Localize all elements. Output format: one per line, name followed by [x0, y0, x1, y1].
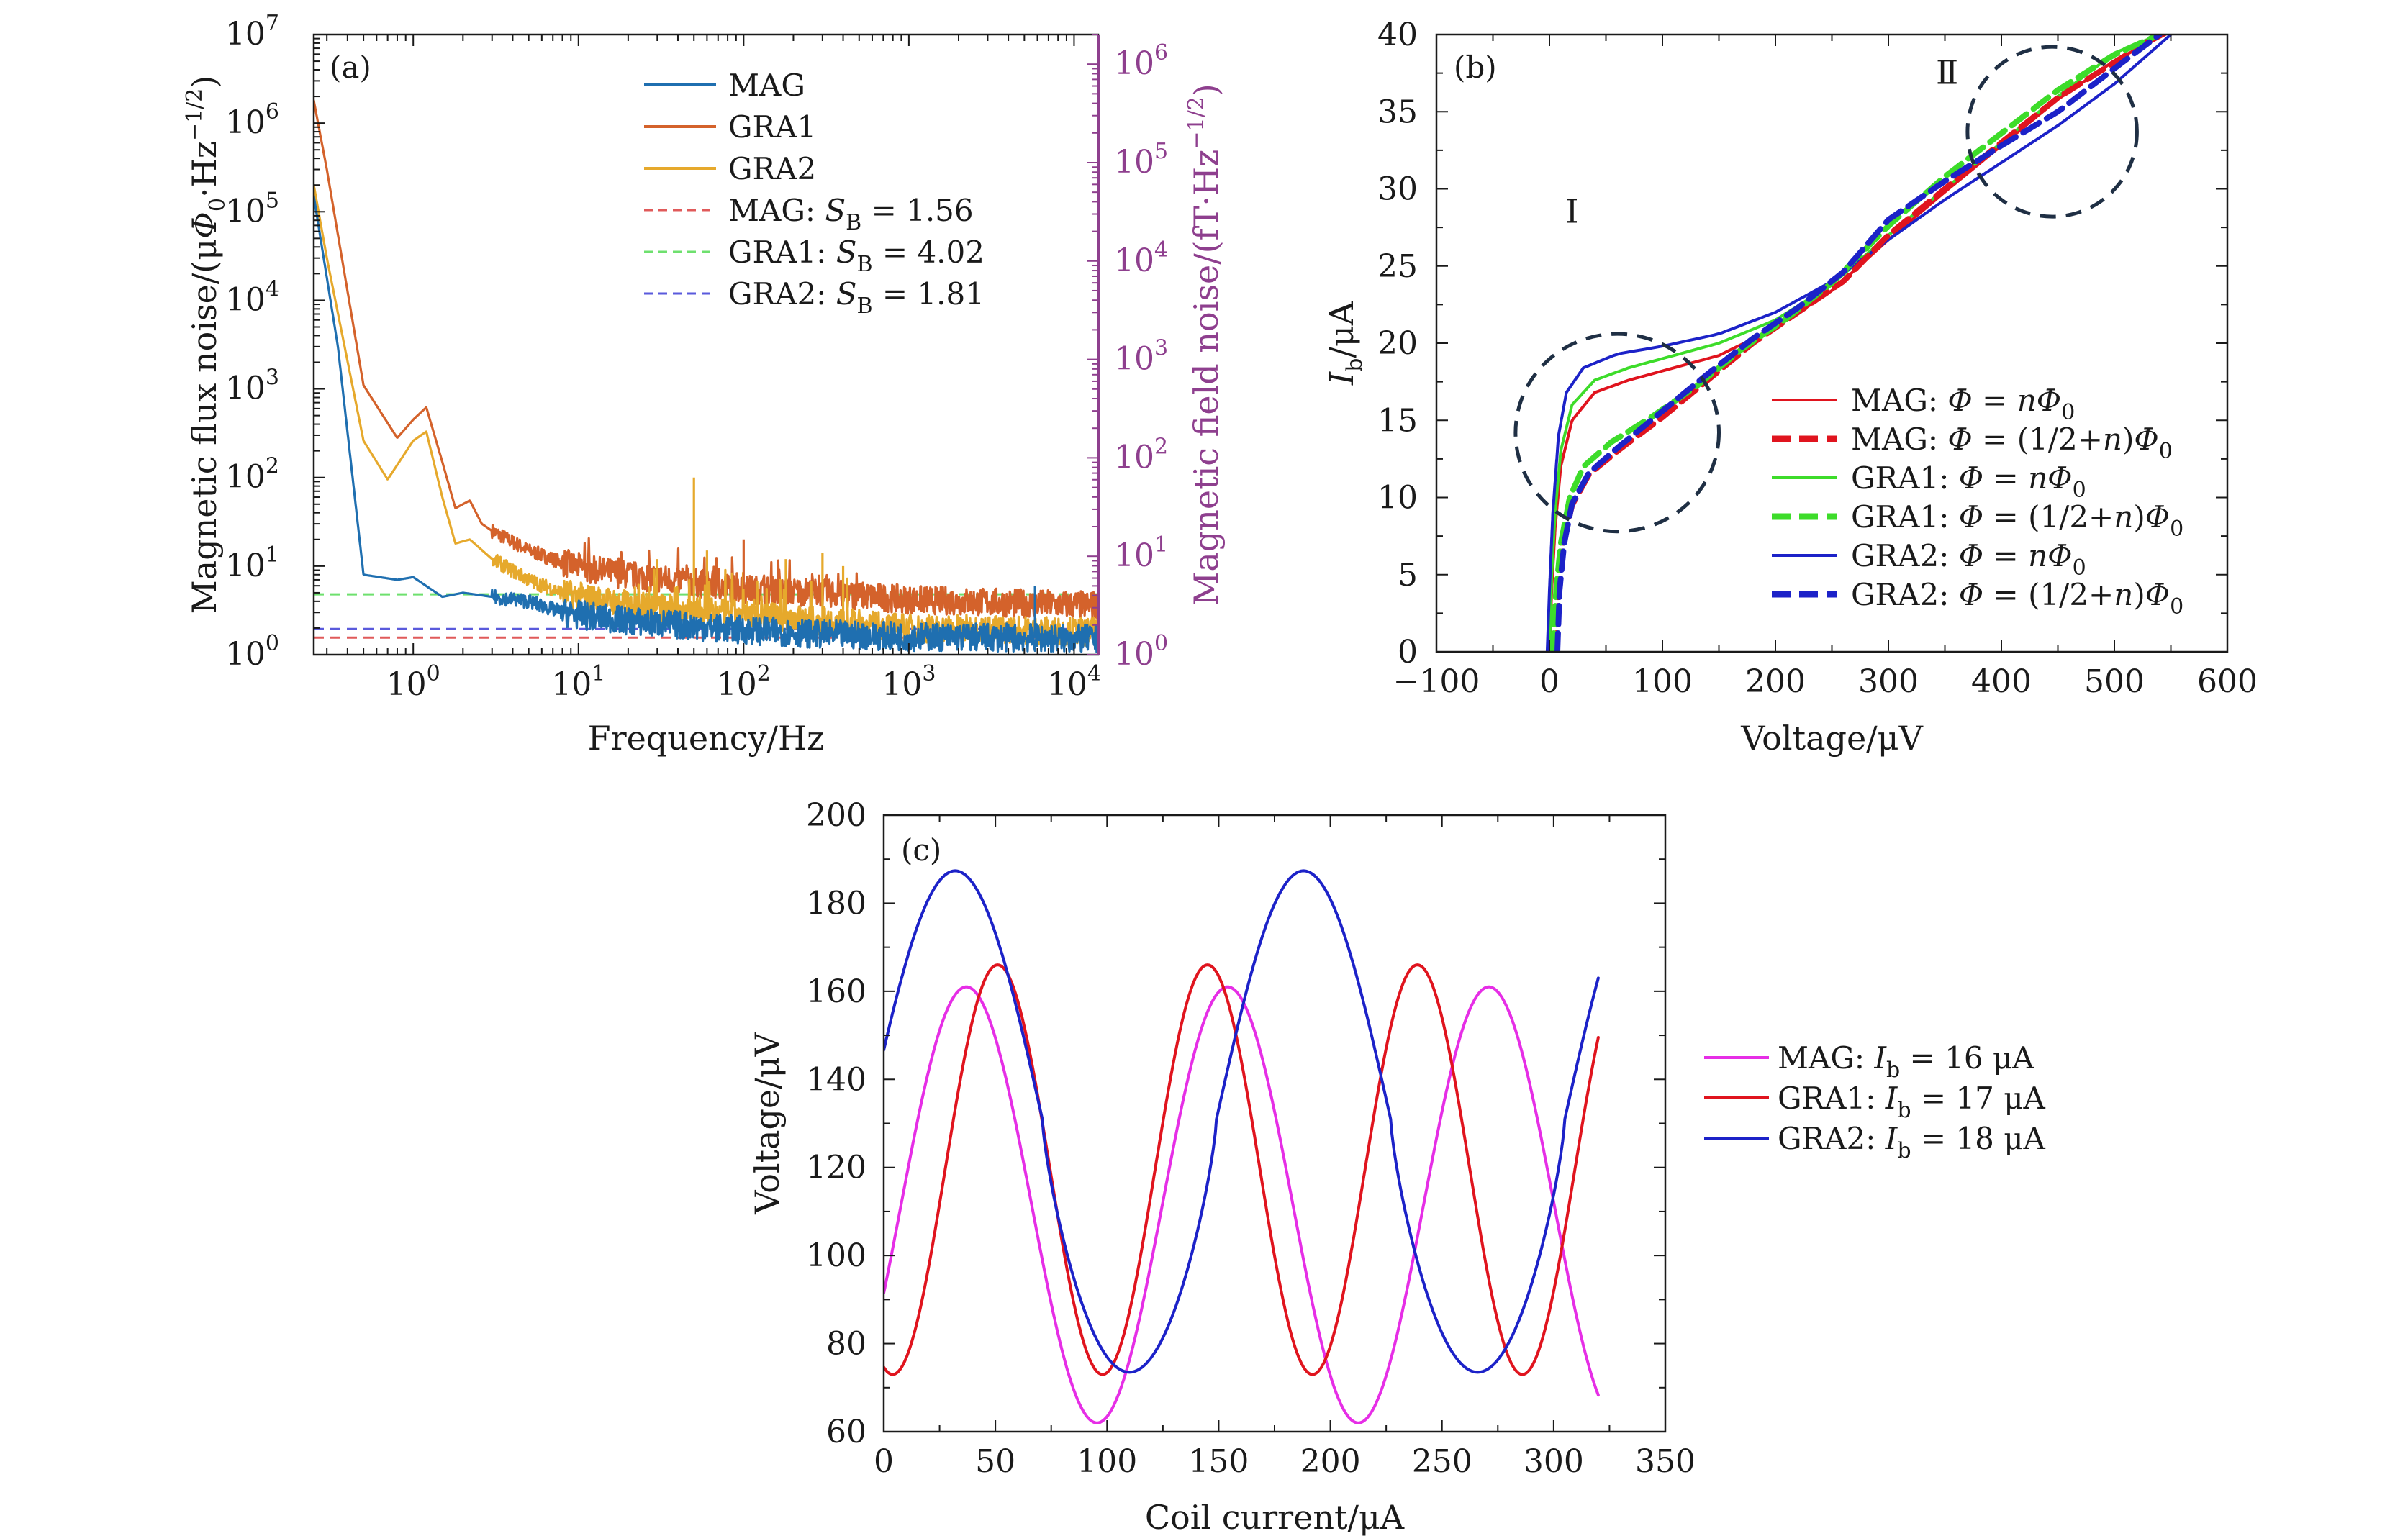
y-tick-label: 200	[806, 797, 866, 834]
y-tick-label: 140	[806, 1061, 866, 1098]
x-axis-label: Frequency/Hz	[588, 719, 825, 758]
legend-label: GRA1: Ib = 17 μA	[1778, 1081, 2046, 1123]
legend-label: MAG	[728, 68, 805, 103]
y-tick-label: 60	[826, 1414, 866, 1450]
y-tick-label: 106	[225, 99, 279, 141]
panel-label: (c)	[901, 832, 941, 868]
y2-tick-label: 102	[1114, 434, 1168, 476]
y-tick-label: 101	[225, 542, 279, 584]
y-tick-label: 104	[225, 276, 279, 318]
region-circle-1	[1513, 332, 1721, 534]
legend-label: GRA2: SB = 1.81	[728, 276, 985, 319]
x-tick-label: 300	[1524, 1443, 1584, 1480]
legend-label: GRA2: Ib = 18 μA	[1778, 1121, 2046, 1163]
y2-tick-label: 104	[1114, 237, 1168, 279]
y-tick-label: 0	[1398, 634, 1418, 671]
x-tick-label: 102	[717, 661, 771, 703]
y2-tick-label: 106	[1114, 40, 1168, 82]
legend-label: MAG: Φ = nΦ0	[1851, 383, 2075, 425]
region-circle-2	[1965, 45, 2139, 219]
legend-label: GRA1: Φ = (1/2+n)Φ0	[1851, 499, 2183, 542]
y2-tick-label: 105	[1114, 139, 1168, 181]
x-tick-label: 100	[1632, 663, 1693, 700]
y2-axis-label: Magnetic field noise/(fT·Hz−1/2)	[1184, 83, 1226, 605]
panel-label: (a)	[330, 50, 371, 85]
legend-label: MAG: SB = 1.56	[728, 193, 974, 235]
region-label-2: Ⅱ	[1936, 53, 1958, 92]
series-blue-integer	[1545, 35, 2173, 652]
y-tick-label: 180	[806, 885, 866, 922]
x-tick-label: 50	[975, 1443, 1015, 1480]
y-axis-label: Voltage/μV	[748, 1032, 787, 1214]
y-tick-label: 160	[806, 973, 866, 1010]
x-tick-label: 500	[2084, 663, 2145, 700]
y-tick-label: 5	[1398, 557, 1418, 594]
x-tick-label: 150	[1188, 1443, 1249, 1480]
y-tick-label: 120	[806, 1150, 866, 1186]
y-tick-label: 10	[1377, 480, 1418, 517]
series-group	[314, 99, 1098, 653]
panel-c-chart: 0 50 100 150 200 250 300 350 60 80 100 120 140 160 180…	[748, 797, 2046, 1536]
y-tick-label: 80	[826, 1326, 866, 1363]
x-tick-label: 0	[874, 1443, 894, 1480]
x-tick-label: 350	[1635, 1443, 1696, 1480]
series-group	[1545, 35, 2173, 652]
x-tick-label: 300	[1858, 663, 1919, 700]
region-label-1: Ⅰ	[1565, 192, 1578, 231]
y-axis-label: Ib/μA	[1322, 301, 1367, 386]
x-tick-label: −100	[1393, 663, 1480, 700]
legend-label: GRA2	[728, 151, 816, 186]
series-blue-half	[1554, 35, 2163, 652]
x-tick-label: 200	[1300, 1443, 1361, 1480]
x-tick-label: 250	[1412, 1443, 1472, 1480]
legend-label: MAG: Φ = (1/2+n)Φ0	[1851, 422, 2173, 464]
series-mag	[884, 985, 1600, 1424]
panel-b-chart: ⅠⅡ−100 0 100 200 300 400 500 600051015202530354…	[1322, 17, 2258, 758]
x-tick-label: 103	[882, 661, 936, 703]
series-gra2	[884, 869, 1600, 1374]
panel-label: (b)	[1454, 50, 1497, 85]
legend-label: GRA2: Φ = (1/2+n)Φ0	[1851, 577, 2183, 619]
x-tick-label: 101	[551, 661, 605, 703]
x-tick-label: 400	[1971, 663, 2032, 700]
y-tick-label: 100	[806, 1237, 866, 1274]
x-tick-label: 600	[2197, 663, 2258, 700]
x-tick-label: 0	[1539, 663, 1560, 700]
series-mag	[314, 195, 1098, 653]
y2-tick-label: 103	[1114, 336, 1168, 378]
series-group	[884, 869, 1600, 1424]
panel-a-chart: 100 101 102 103 104 100 101 102 103 104 105 106 107 1…	[182, 11, 1226, 758]
y-tick-label: 102	[225, 454, 279, 496]
x-axis-label: Voltage/μV	[1740, 719, 1923, 758]
y-tick-label: 103	[225, 365, 279, 407]
y-tick-label: 40	[1377, 17, 1418, 53]
x-tick-label: 100	[386, 661, 440, 703]
y-tick-label: 105	[225, 188, 279, 230]
x-tick-label: 100	[1077, 1443, 1137, 1480]
x-tick-label: 104	[1047, 661, 1101, 703]
y-tick-label: 107	[225, 11, 279, 53]
y-tick-label: 30	[1377, 171, 1418, 208]
y-tick-label: 100	[225, 631, 279, 673]
legend-label: GRA1	[728, 109, 816, 145]
y-tick-label: 25	[1377, 248, 1418, 285]
x-tick-label: 200	[1745, 663, 1806, 700]
x-axis-label: Coil current/μA	[1145, 1498, 1405, 1536]
legend-label: GRA1: Φ = nΦ0	[1851, 460, 2086, 503]
y2-tick-label: 101	[1114, 532, 1168, 574]
y2-tick-label: 100	[1114, 631, 1168, 673]
y-tick-label: 35	[1377, 94, 1418, 130]
y-tick-label: 15	[1377, 402, 1418, 439]
y-tick-label: 20	[1377, 325, 1418, 362]
y-axis-label: Magnetic flux noise/(μΦ0·Hz−1/2)	[182, 76, 230, 614]
legend-label: GRA1: SB = 4.02	[728, 235, 985, 277]
legend-label: GRA2: Φ = nΦ0	[1851, 538, 2086, 581]
legend-label: MAG: Ib = 16 μA	[1778, 1040, 2034, 1083]
series-gra1	[884, 963, 1600, 1376]
